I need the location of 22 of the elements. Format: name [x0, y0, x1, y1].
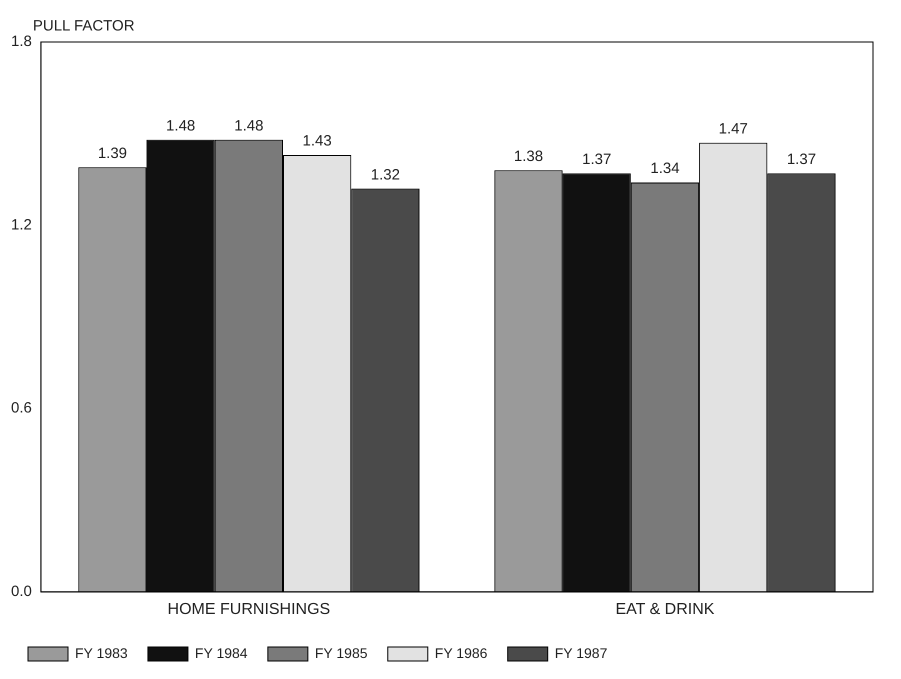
data-label: 1.48 — [234, 117, 264, 134]
x-tick-label: EAT & DRINK — [615, 600, 715, 618]
data-label: 1.38 — [514, 148, 544, 165]
legend-label: FY 1987 — [554, 644, 608, 661]
y-tick-label: 1.2 — [10, 216, 32, 234]
legend-label: FY 1985 — [314, 644, 368, 661]
y-tick-label: 0.6 — [10, 400, 32, 417]
y-tick-label: 0.0 — [10, 582, 32, 600]
y-axis-title: PULL FACTOR — [32, 18, 135, 35]
data-label: 1.34 — [650, 160, 680, 178]
data-label: 1.32 — [370, 166, 400, 184]
x-tick-label: HOME FURNISHINGS — [168, 600, 330, 618]
data-label: 1.48 — [166, 117, 196, 134]
data-label: 1.39 — [98, 144, 128, 162]
data-label: 1.37 — [786, 150, 816, 168]
data-label: 1.47 — [718, 120, 748, 138]
legend-label: FY 1983 — [75, 644, 128, 661]
legend-label: FY 1986 — [434, 644, 488, 661]
data-label: 1.43 — [302, 132, 332, 150]
legend-label: FY 1984 — [194, 644, 248, 661]
y-tick-label: 1.8 — [10, 33, 32, 50]
data-label: 1.37 — [582, 150, 612, 168]
